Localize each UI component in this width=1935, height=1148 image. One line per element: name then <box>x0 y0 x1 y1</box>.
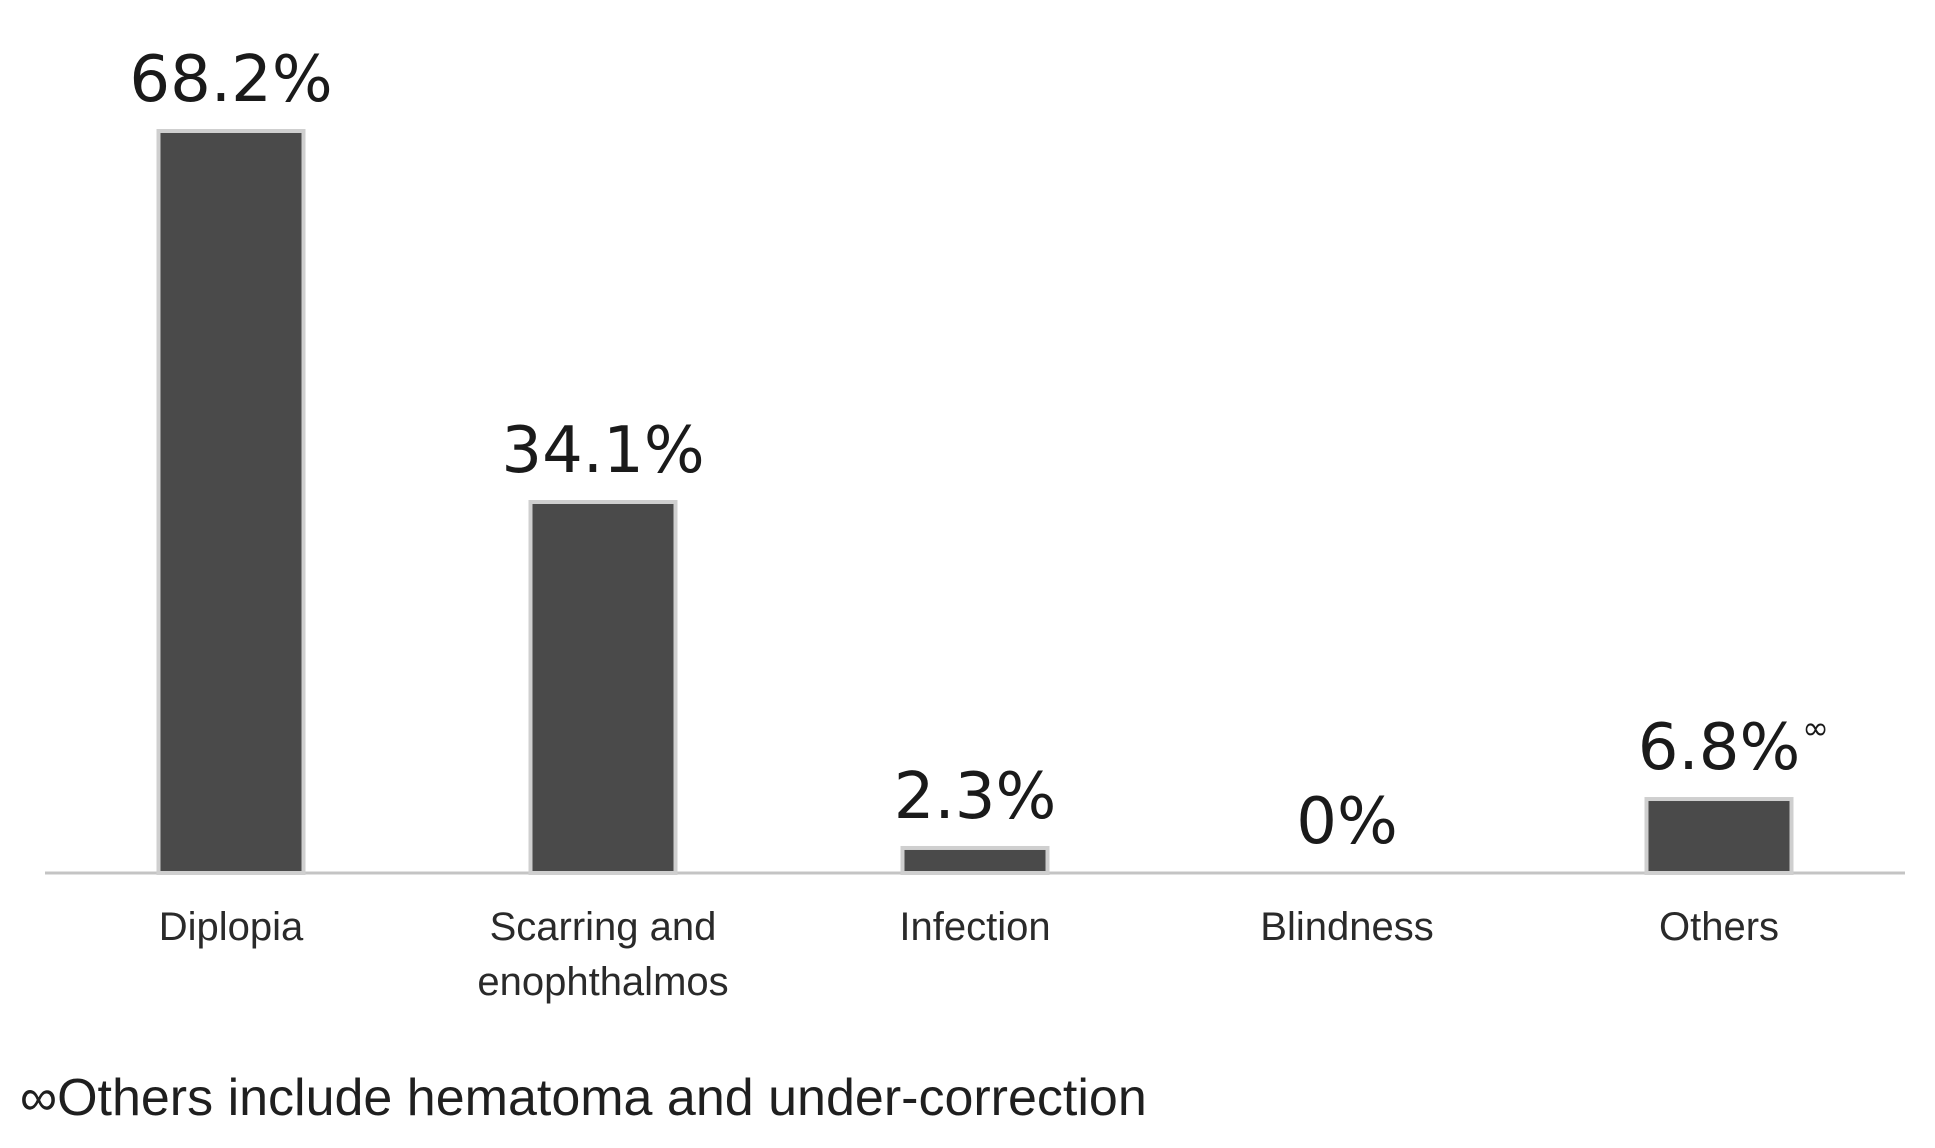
value-label-2: 2.3% <box>894 760 1057 834</box>
value-label-mark-4: ∞ <box>1802 709 1829 747</box>
category-label-0: Diplopia <box>159 905 304 949</box>
category-label-1-line-1: enophthalmos <box>477 960 728 1004</box>
value-label-0: 68.2% <box>129 43 332 117</box>
bar-1 <box>528 500 678 875</box>
bar-0 <box>156 129 306 875</box>
footnote: ∞Others include hematoma and under-corre… <box>20 1069 1147 1127</box>
category-label-2: Infection <box>899 905 1050 949</box>
bar-4 <box>1644 797 1794 875</box>
category-label-3: Blindness <box>1260 905 1433 949</box>
value-label-1: 34.1% <box>501 414 704 488</box>
category-label-4: Others <box>1659 905 1779 949</box>
bar-2 <box>900 845 1050 876</box>
value-label-3: 0% <box>1296 785 1398 859</box>
category-label-1-line-0: Scarring and <box>490 905 717 949</box>
value-label-4: 6.8% <box>1638 711 1801 785</box>
